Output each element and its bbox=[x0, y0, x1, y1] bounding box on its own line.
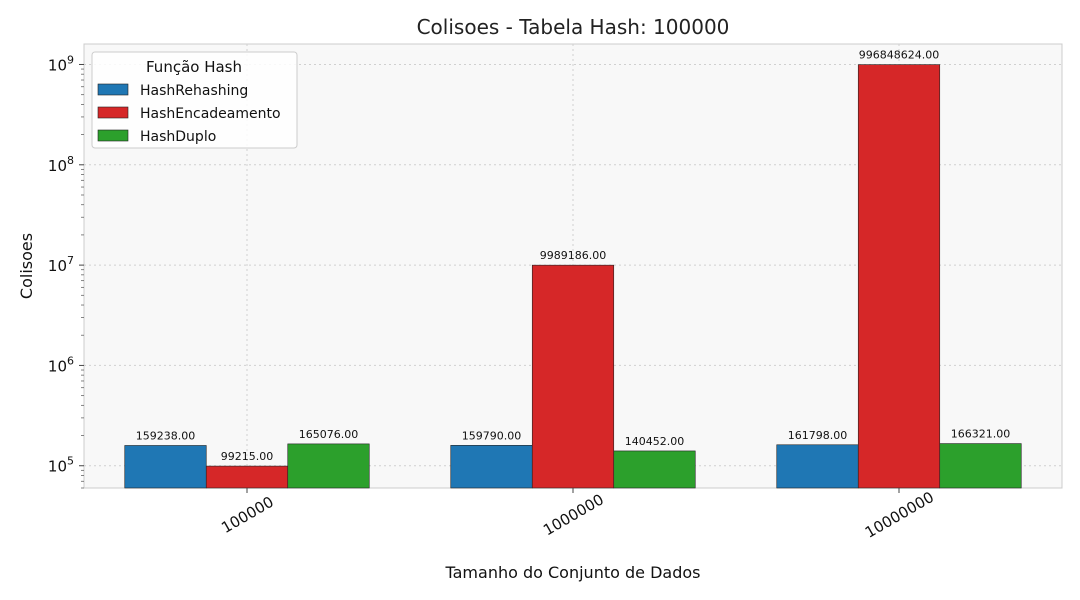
bar-hashduplo-1000000 bbox=[613, 450, 696, 489]
x-tick-label: 10000000 bbox=[862, 488, 937, 542]
data-label: 140452.00 bbox=[625, 435, 685, 448]
y-tick-base: 10 bbox=[48, 157, 67, 175]
y-tick-base: 10 bbox=[48, 458, 67, 476]
y-tick-base: 10 bbox=[48, 257, 67, 275]
y-tick-label: 108 bbox=[48, 154, 74, 175]
bar-hashrehashing-10000000 bbox=[776, 444, 859, 489]
legend-box bbox=[91, 51, 298, 149]
legend: Função Hash HashRehashing HashEncadeament… bbox=[91, 51, 298, 149]
data-label: 165076.00 bbox=[299, 428, 359, 441]
y-tick-label: 107 bbox=[48, 254, 74, 275]
legend-swatch bbox=[97, 129, 129, 142]
y-tick-exponent: 5 bbox=[67, 455, 74, 468]
x-tick-label: 100000 bbox=[218, 493, 277, 537]
data-label: 159790.00 bbox=[462, 429, 522, 442]
y-tick-label: 105 bbox=[48, 455, 74, 476]
bar-hashencadeamento-10000000 bbox=[857, 64, 941, 489]
legend-title: Função Hash bbox=[146, 58, 242, 76]
y-tick-exponent: 6 bbox=[67, 354, 74, 367]
y-tick-label: 109 bbox=[48, 53, 74, 74]
y-axis-label: Colisoes bbox=[17, 233, 36, 299]
bar-hashduplo-10000000 bbox=[939, 443, 1022, 489]
bar-hashencadeamento-100000 bbox=[205, 465, 289, 489]
y-tick-exponent: 7 bbox=[67, 254, 74, 267]
y-tick-exponent: 8 bbox=[67, 154, 74, 167]
bar-hashrehashing-100000 bbox=[124, 445, 207, 489]
bar-hashduplo-100000 bbox=[287, 443, 370, 489]
y-tick-base: 10 bbox=[48, 56, 67, 74]
legend-entry: HashDuplo bbox=[140, 129, 216, 145]
data-label: 996848624.00 bbox=[859, 49, 939, 62]
x-axis-label: Tamanho do Conjunto de Dados bbox=[445, 563, 701, 582]
data-label: 159238.00 bbox=[136, 429, 196, 442]
y-tick-exponent: 9 bbox=[67, 53, 74, 66]
y-tick-label: 106 bbox=[48, 354, 74, 375]
legend-swatch bbox=[97, 106, 129, 119]
y-tick-base: 10 bbox=[48, 357, 67, 375]
data-label: 166321.00 bbox=[951, 428, 1011, 441]
legend-swatch bbox=[97, 83, 129, 96]
legend-entry: HashEncadeamento bbox=[140, 106, 281, 122]
bars: 159238.00 159790.00 161798.00 99215.00 99891… bbox=[124, 49, 1022, 489]
data-label: 99215.00 bbox=[221, 450, 274, 463]
data-label: 161798.00 bbox=[788, 429, 848, 442]
legend-entry: HashRehashing bbox=[140, 83, 248, 99]
bar-hashrehashing-1000000 bbox=[450, 445, 533, 489]
x-axis: 100000 1000000 10000000 bbox=[218, 488, 937, 542]
data-label: 9989186.00 bbox=[540, 249, 606, 262]
chart-title: Colisoes - Tabela Hash: 100000 bbox=[417, 15, 730, 39]
bar-hashencadeamento-1000000 bbox=[531, 264, 615, 489]
x-tick-label: 1000000 bbox=[540, 490, 607, 539]
